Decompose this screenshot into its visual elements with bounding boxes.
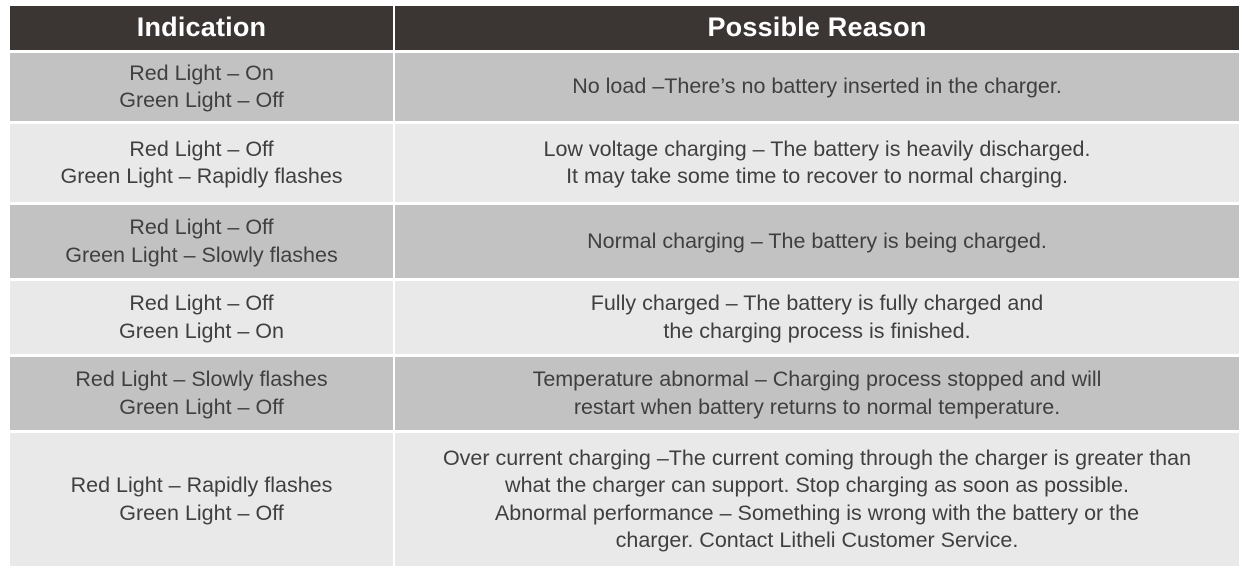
cell-possible-reason: Low voltage charging – The battery is he… <box>395 124 1239 202</box>
indication-line: Green Light – Slowly flashes <box>65 242 338 267</box>
indication-line: Red Light – Rapidly flashes <box>70 473 333 498</box>
table-header: Indication Possible Reason <box>10 6 1239 50</box>
cell-indication: Red Light – On Green Light – Off <box>10 53 393 121</box>
cell-indication: Red Light – Off Green Light – Slowly fla… <box>10 205 393 278</box>
reason-line: Over current charging –The current comin… <box>442 445 1192 470</box>
reason-line: No load –There’s no battery inserted in … <box>572 74 1062 99</box>
indication-line: Green Light – On <box>119 318 284 343</box>
reason-line: restart when battery returns to normal t… <box>573 394 1061 419</box>
reason-line: Normal charging – The battery is being c… <box>587 228 1047 253</box>
indication-line: Green Light – Off <box>119 500 284 525</box>
reason-line: Abnormal performance – Something is wron… <box>494 500 1140 525</box>
table-row: Red Light – Off Green Light – On Fully c… <box>10 281 1239 354</box>
cell-indication: Red Light – Slowly flashes Green Light –… <box>10 357 393 430</box>
cell-possible-reason: Fully charged – The battery is fully cha… <box>395 281 1239 354</box>
table-row: Red Light – Off Green Light – Slowly fla… <box>10 205 1239 278</box>
indication-line: Red Light – On <box>129 60 274 85</box>
table-body: Red Light – On Green Light – Off No load… <box>10 53 1239 566</box>
table-row: Red Light – Slowly flashes Green Light –… <box>10 357 1239 430</box>
indication-line: Green Light – Off <box>119 88 284 112</box>
indication-line: Red Light – Off <box>129 215 274 240</box>
reason-line: Fully charged – The battery is fully cha… <box>590 291 1044 316</box>
cell-possible-reason: No load –There’s no battery inserted in … <box>395 53 1239 121</box>
cell-indication: Red Light – Off Green Light – On <box>10 281 393 354</box>
reason-line: Low voltage charging – The battery is he… <box>543 136 1091 161</box>
reason-line: charger. Contact Litheli Customer Servic… <box>615 527 1019 552</box>
cell-possible-reason: Normal charging – The battery is being c… <box>395 205 1239 278</box>
cell-indication: Red Light – Rapidly flashes Green Light … <box>10 433 393 566</box>
column-header-possible-reason: Possible Reason <box>395 6 1239 50</box>
indication-line: Red Light – Slowly flashes <box>75 367 328 392</box>
indication-line: Red Light – Off <box>129 291 274 316</box>
column-header-indication: Indication <box>10 6 393 50</box>
reason-line: the charging process is finished. <box>663 318 971 343</box>
indication-line: Green Light – Rapidly flashes <box>60 164 343 188</box>
table-row: Red Light – On Green Light – Off No load… <box>10 53 1239 121</box>
cell-possible-reason: Temperature abnormal – Charging process … <box>395 357 1239 430</box>
indication-line: Green Light – Off <box>119 394 284 419</box>
cell-indication: Red Light – Off Green Light – Rapidly fl… <box>10 124 393 202</box>
cell-possible-reason: Over current charging –The current comin… <box>395 433 1239 566</box>
reason-line: It may take some time to recover to norm… <box>566 164 1068 188</box>
table-row: Red Light – Rapidly flashes Green Light … <box>10 433 1239 566</box>
table-row: Red Light – Off Green Light – Rapidly fl… <box>10 124 1239 202</box>
indication-line: Red Light – Off <box>129 136 274 161</box>
charger-status-table-container: Indication Possible Reason Red Light – O… <box>8 3 1241 579</box>
reason-line: what the charger can support. Stop charg… <box>505 473 1129 498</box>
charger-status-table: Indication Possible Reason Red Light – O… <box>8 3 1241 569</box>
reason-line: Temperature abnormal – Charging process … <box>532 367 1102 392</box>
table-header-row: Indication Possible Reason <box>10 6 1239 50</box>
